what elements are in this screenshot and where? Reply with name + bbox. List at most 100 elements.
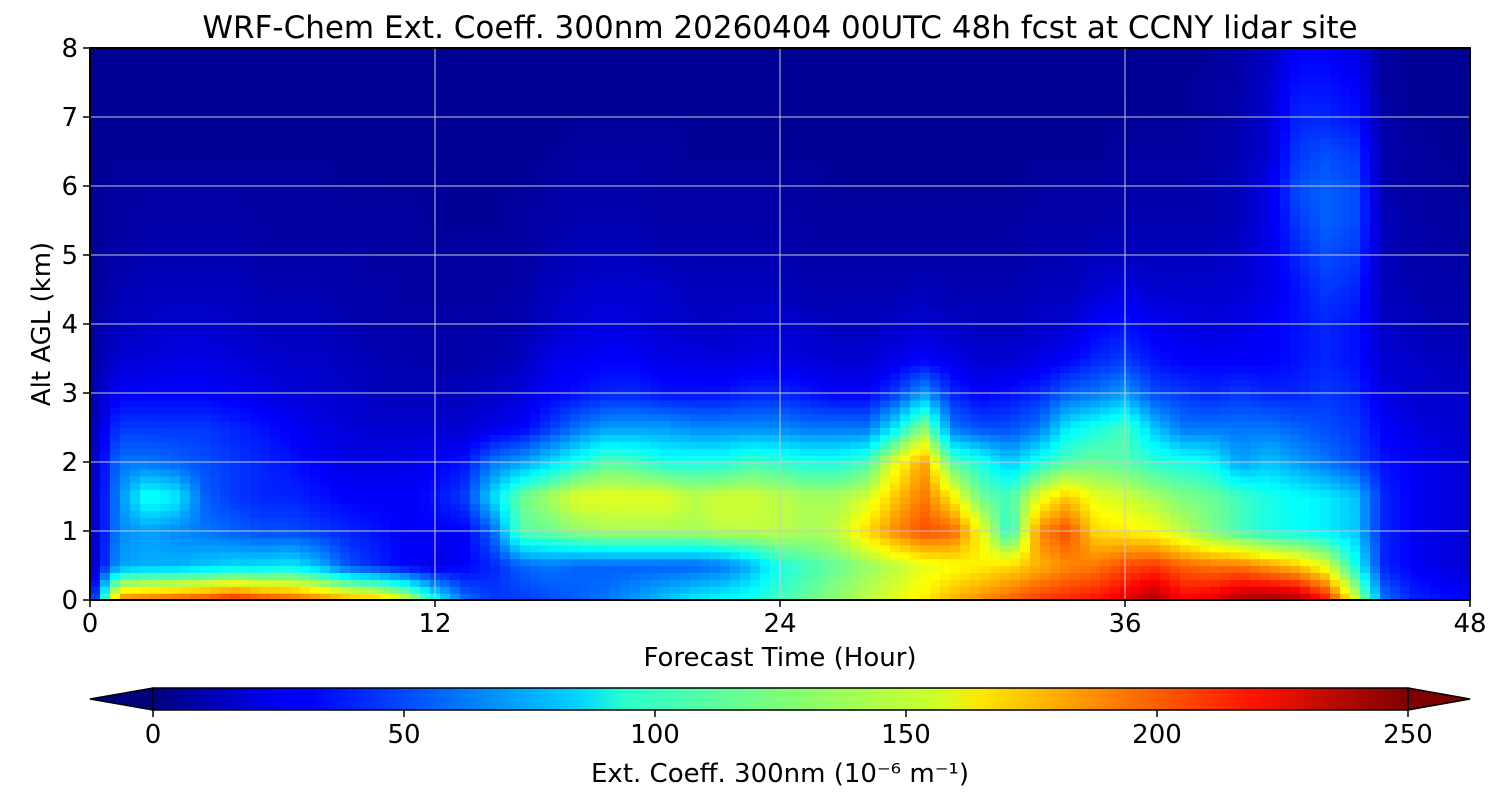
heatmap-cell: [1400, 503, 1411, 511]
heatmap-cell: [750, 517, 761, 525]
heatmap-cell: [590, 434, 601, 442]
heatmap-cell: [730, 441, 741, 449]
heatmap-cell: [330, 413, 341, 422]
heatmap-cell: [580, 406, 591, 415]
heatmap-cell: [1160, 524, 1171, 532]
heatmap-cell: [200, 434, 211, 442]
heatmap-cell: [830, 441, 841, 449]
heatmap-cell: [970, 406, 981, 415]
heatmap-cell: [370, 379, 381, 387]
heatmap-cell: [940, 455, 951, 463]
heatmap-cell: [970, 413, 981, 422]
heatmap-field: [90, 48, 1470, 600]
heatmap-cell: [530, 455, 541, 463]
heatmap-cell: [620, 489, 631, 498]
heatmap-cell: [490, 406, 501, 415]
heatmap-cell: [1150, 531, 1161, 539]
heatmap-cell: [270, 365, 281, 373]
heatmap-cell: [1170, 517, 1181, 525]
heatmap-cell: [870, 579, 881, 587]
heatmap-cell: [1130, 399, 1141, 408]
heatmap-cell: [450, 551, 461, 560]
heatmap-cell: [1260, 462, 1271, 470]
heatmap-cell: [650, 489, 661, 498]
heatmap-cell: [700, 379, 711, 387]
heatmap-cell: [330, 579, 341, 587]
heatmap-cell: [1440, 579, 1451, 587]
heatmap-cell: [260, 524, 271, 532]
heatmap-cell: [370, 482, 381, 491]
heatmap-cell: [1290, 365, 1301, 373]
heatmap-cell: [130, 379, 141, 387]
heatmap-cell: [1100, 503, 1111, 511]
heatmap-cell: [670, 503, 681, 511]
heatmap-cell: [820, 586, 831, 594]
heatmap-cell: [480, 558, 491, 567]
heatmap-cell: [1060, 399, 1071, 408]
heatmap-cell: [850, 489, 861, 498]
heatmap-cell: [1040, 579, 1051, 587]
heatmap-cell: [1030, 462, 1041, 470]
heatmap-cell: [1170, 393, 1181, 401]
heatmap-cell: [390, 586, 401, 594]
heatmap-cell: [1180, 420, 1191, 429]
heatmap-cell: [1310, 593, 1321, 600]
heatmap-cell: [260, 586, 271, 594]
heatmap-cell: [130, 413, 141, 422]
heatmap-cell: [120, 524, 131, 532]
heatmap-cell: [420, 351, 431, 360]
heatmap-cell: [910, 406, 921, 415]
heatmap-cell: [240, 406, 251, 415]
heatmap-cell: [640, 434, 651, 442]
heatmap-cell: [800, 448, 811, 456]
heatmap-cell: [580, 365, 591, 373]
heatmap-cell: [320, 399, 331, 408]
heatmap-cell: [1380, 434, 1391, 442]
heatmap-cell: [1240, 544, 1251, 553]
heatmap-cell: [240, 489, 251, 498]
heatmap-cell: [870, 462, 881, 470]
heatmap-cell: [630, 372, 641, 380]
heatmap-cell: [180, 482, 191, 491]
heatmap-cell: [1260, 399, 1271, 408]
heatmap-cell: [1150, 572, 1161, 580]
heatmap-cell: [170, 517, 181, 525]
heatmap-cell: [480, 586, 491, 594]
heatmap-cell: [1000, 351, 1011, 360]
heatmap-cell: [400, 365, 411, 373]
heatmap-cell: [300, 489, 311, 498]
heatmap-cell: [1280, 489, 1291, 498]
heatmap-cell: [440, 551, 451, 560]
heatmap-cell: [1460, 441, 1470, 449]
heatmap-cell: [540, 496, 551, 504]
heatmap-cell: [910, 372, 921, 380]
heatmap-cell: [550, 593, 561, 600]
heatmap-cell: [1410, 475, 1421, 484]
heatmap-cell: [160, 489, 171, 498]
heatmap-cell: [830, 524, 841, 532]
heatmap-cell: [760, 379, 771, 387]
heatmap-cell: [90, 372, 101, 380]
heatmap-cell: [360, 358, 371, 366]
heatmap-cell: [1340, 427, 1351, 435]
heatmap-cell: [690, 503, 701, 511]
heatmap-cell: [1100, 406, 1111, 415]
heatmap-cell: [570, 462, 581, 470]
heatmap-cell: [320, 434, 331, 442]
heatmap-cell: [1190, 482, 1201, 491]
heatmap-cell: [870, 593, 881, 600]
heatmap-cell: [250, 489, 261, 498]
heatmap-cell: [1390, 462, 1401, 470]
heatmap-cell: [1330, 413, 1341, 422]
heatmap-cell: [780, 565, 791, 573]
heatmap-cell: [700, 517, 711, 525]
heatmap-cell: [250, 372, 261, 380]
heatmap-cell: [540, 565, 551, 573]
heatmap-cell: [440, 475, 451, 484]
heatmap-cell: [460, 455, 471, 463]
heatmap-cell: [1220, 503, 1231, 511]
heatmap-cell: [370, 537, 381, 546]
heatmap-cell: [760, 531, 771, 539]
heatmap-cell: [190, 482, 201, 491]
heatmap-cell: [230, 565, 241, 573]
